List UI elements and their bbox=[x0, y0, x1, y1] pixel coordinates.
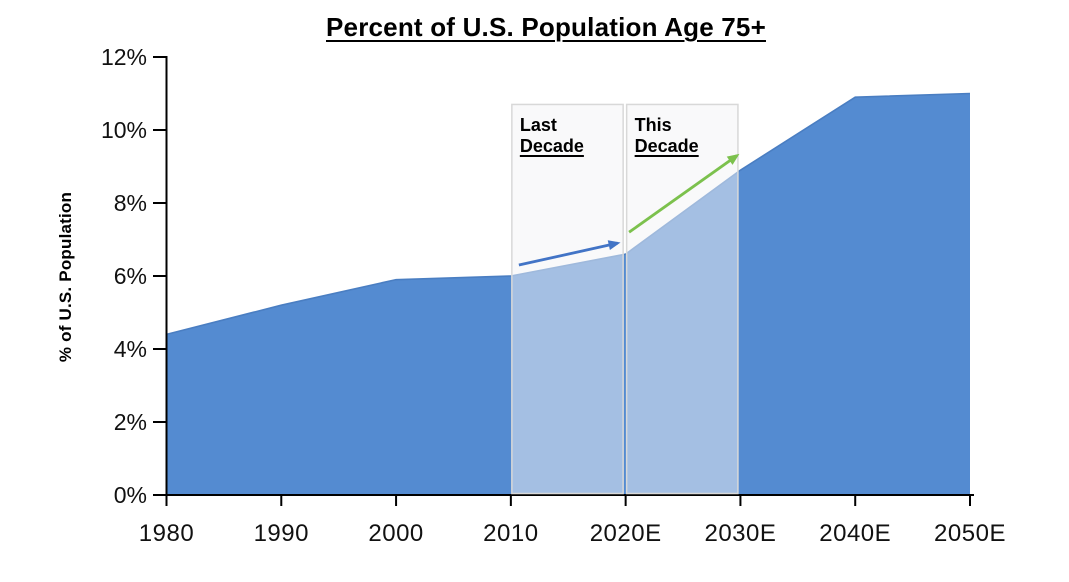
y-tick-label: 8% bbox=[114, 190, 147, 216]
decade-label-this: This Decade bbox=[635, 115, 699, 157]
chart-title-text: Percent of U.S. Population Age 75+ bbox=[326, 12, 766, 42]
y-tick-label: 6% bbox=[114, 263, 147, 289]
y-tick-label: 10% bbox=[101, 117, 147, 143]
decade-highlight-box bbox=[511, 103, 624, 495]
decade-label-line2: Decade bbox=[634, 136, 699, 156]
y-tick-label: 2% bbox=[114, 409, 147, 435]
decade-label-line1: Last bbox=[519, 115, 557, 135]
x-tick-label: 2030E bbox=[704, 520, 776, 547]
decade-highlight-box bbox=[625, 103, 739, 495]
x-tick-label: 2040E bbox=[819, 520, 891, 547]
x-tick-label: 1980 bbox=[139, 520, 194, 547]
x-tick-label: 1990 bbox=[254, 520, 309, 547]
y-axis-title: % of U.S. Population bbox=[56, 191, 75, 363]
x-tick-label: 2000 bbox=[368, 520, 423, 547]
trend-arrow-last-decade bbox=[518, 240, 621, 267]
decade-label-last: Last Decade bbox=[520, 115, 584, 157]
x-tick-label: 2010 bbox=[483, 520, 538, 547]
decade-label-line2: Decade bbox=[519, 136, 584, 156]
chart-title: Percent of U.S. Population Age 75+ bbox=[166, 12, 926, 43]
y-tick-label: 4% bbox=[114, 336, 147, 362]
trend-arrow-this-decade bbox=[628, 153, 740, 234]
x-tick-label: 2020E bbox=[590, 520, 662, 547]
x-tick-label: 2050E bbox=[934, 520, 1006, 547]
decade-label-line1: This bbox=[634, 115, 672, 135]
y-tick-label: 0% bbox=[114, 482, 147, 508]
y-tick-label: 12% bbox=[101, 44, 147, 70]
